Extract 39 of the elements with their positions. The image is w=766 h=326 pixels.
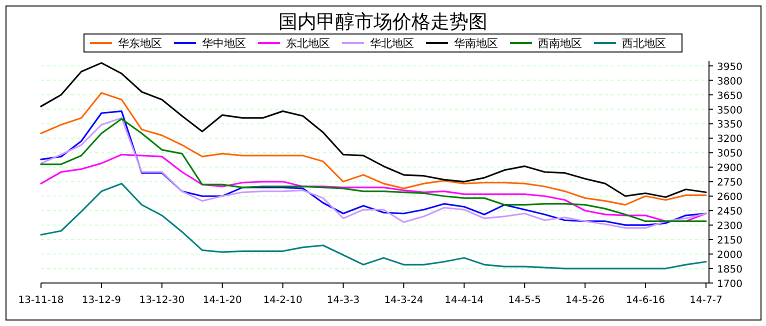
x-tick-label: 14-3-3 [326, 295, 360, 306]
x-tick-label: 14-5-5 [508, 295, 541, 306]
x-tick-label: 14-7-7 [690, 295, 722, 306]
x-tick-label: 13-12-30 [139, 295, 185, 306]
x-tick-label: 14-2-10 [263, 295, 302, 306]
x-tick-label: 14-5-26 [566, 295, 605, 306]
y-tick-label: 2900 [717, 163, 742, 174]
legend-label: 华中地区 [202, 37, 246, 50]
legend-label: 西南地区 [538, 37, 582, 50]
x-tick-label: 13-11-18 [18, 295, 64, 306]
y-tick-label: 2600 [717, 192, 742, 204]
legend-label: 东北地区 [286, 37, 330, 50]
legend-label: 华南地区 [454, 37, 498, 50]
legend-label: 华东地区 [118, 37, 162, 50]
y-tick-label: 2450 [717, 206, 742, 218]
line-series [40, 92, 707, 206]
y-tick-label: 2150 [717, 236, 742, 247]
y-tick-label: 3950 [717, 62, 742, 73]
x-tick-label: 13-12-9 [82, 295, 121, 306]
chart-title: 国内甲醇市场价格走势图 [278, 11, 488, 33]
y-tick-label: 3500 [717, 105, 742, 116]
y-tick-label: 3800 [717, 76, 742, 88]
x-tick-label: 14-6-16 [626, 295, 666, 306]
y-tick-label: 3050 [717, 148, 742, 160]
legend-label: 西北地区 [622, 37, 666, 50]
y-tick-label: 2750 [717, 178, 742, 189]
line-series [40, 154, 707, 222]
y-tick-label: 3650 [717, 90, 742, 102]
x-tick-label: 14-4-14 [444, 295, 484, 306]
x-tick-label: 14-1-20 [202, 295, 242, 306]
y-tick-label: 2300 [717, 221, 742, 232]
y-tick-label: 3200 [717, 134, 742, 146]
y-tick-label: 2000 [717, 250, 742, 262]
y-tick-label: 1700 [717, 279, 742, 290]
legend-label: 华北地区 [370, 37, 414, 50]
x-tick-label: 14-3-24 [384, 295, 424, 306]
line-series [40, 182, 707, 270]
y-tick-label: 1850 [717, 264, 742, 276]
y-tick-label: 3350 [717, 120, 742, 131]
